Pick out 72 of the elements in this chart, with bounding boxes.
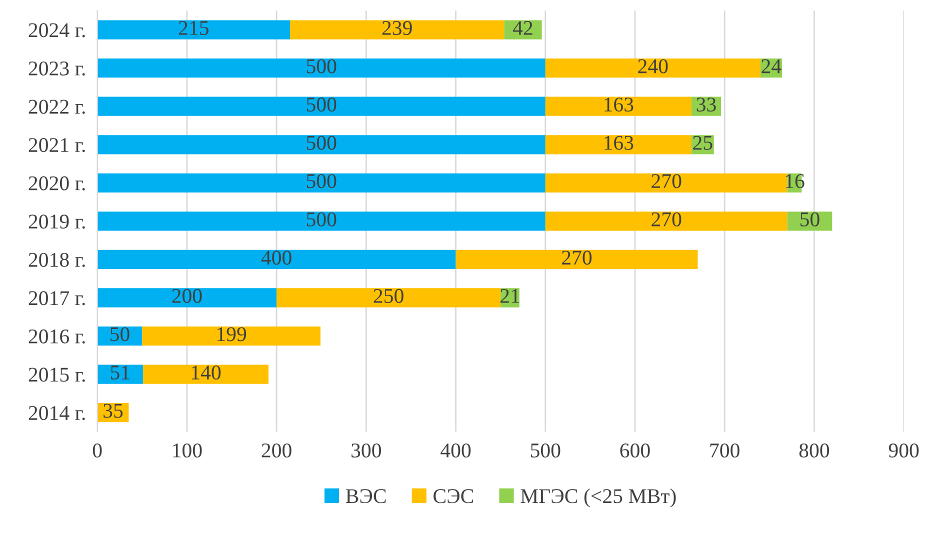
data-label: 500 xyxy=(306,98,336,112)
data-label: 140 xyxy=(192,365,221,380)
data-label: 240 xyxy=(638,59,668,74)
y-tick-label: 2022 г. xyxy=(28,100,85,114)
bar xyxy=(545,173,788,192)
data-label: 270 xyxy=(562,250,592,265)
legend-label: СЭС xyxy=(434,489,474,504)
x-tick-label: 800 xyxy=(799,443,830,458)
data-label: 500 xyxy=(306,174,336,188)
bar xyxy=(504,20,542,40)
data-label: 270 xyxy=(652,174,682,188)
data-label: 35 xyxy=(104,404,123,418)
x-tick-label: 500 xyxy=(530,443,560,458)
data-label: 250 xyxy=(374,288,404,303)
x-tick-label: 600 xyxy=(620,443,650,458)
data-label: 42 xyxy=(512,21,532,35)
y-tick-label: 2017 г. xyxy=(28,291,85,306)
y-tick-label: 2014 г. xyxy=(28,406,85,420)
bar xyxy=(97,58,546,78)
bar xyxy=(545,135,692,154)
data-label: 239 xyxy=(382,21,412,36)
data-label: 50 xyxy=(800,212,820,226)
data-label: 215 xyxy=(178,21,208,36)
data-label: 199 xyxy=(218,327,246,342)
bar xyxy=(97,250,456,270)
data-label: 24 xyxy=(762,59,782,74)
bar xyxy=(142,326,320,346)
data-label: 500 xyxy=(306,136,336,150)
bar xyxy=(787,212,832,231)
x-tick-label: 700 xyxy=(710,443,740,458)
legend-label: МГЭС (<25 МВт) xyxy=(520,488,676,508)
data-label: 400 xyxy=(261,250,292,265)
data-label: 163 xyxy=(604,98,634,112)
data-label: 163 xyxy=(604,136,634,150)
y-tick-label: 2015 г. xyxy=(28,368,85,382)
bar xyxy=(545,96,692,116)
x-tick-label: 900 xyxy=(888,443,919,458)
bar xyxy=(290,20,504,40)
data-label: 200 xyxy=(172,288,202,303)
y-tick-label: 2024 г. xyxy=(28,23,85,38)
bar xyxy=(276,288,501,308)
x-tick-label: 400 xyxy=(440,443,471,458)
y-tick-label: 2016 г. xyxy=(28,329,85,344)
y-tick-label: 2023 г. xyxy=(28,61,85,76)
bar xyxy=(143,364,268,384)
data-label: 51 xyxy=(110,366,130,380)
x-tick-label: 0 xyxy=(92,443,102,458)
bar xyxy=(97,212,546,231)
x-tick-label: 200 xyxy=(262,443,292,458)
bar xyxy=(97,20,290,40)
y-tick-label: 2021 г. xyxy=(28,138,85,152)
data-label: 33 xyxy=(696,98,716,112)
x-tick-label: 300 xyxy=(352,443,381,458)
data-label: 500 xyxy=(306,59,336,74)
bar xyxy=(97,173,546,192)
y-tick-label: 2020 г. xyxy=(28,176,85,190)
data-label: 50 xyxy=(110,327,130,342)
bar xyxy=(545,212,788,231)
data-label: 270 xyxy=(652,212,682,226)
bar xyxy=(97,135,546,154)
bar xyxy=(97,364,144,384)
bar xyxy=(545,58,760,78)
data-label: 21 xyxy=(500,288,520,303)
bar xyxy=(97,288,277,308)
y-tick-label: 2018 г. xyxy=(28,252,85,267)
y-tick-label: 2019 г. xyxy=(28,214,85,229)
bar xyxy=(97,96,546,116)
data-label: 500 xyxy=(306,212,336,226)
data-label: 25 xyxy=(693,136,712,150)
legend-label: ВЭС xyxy=(346,489,386,504)
bar xyxy=(456,250,698,270)
x-tick-label: 100 xyxy=(173,443,202,458)
